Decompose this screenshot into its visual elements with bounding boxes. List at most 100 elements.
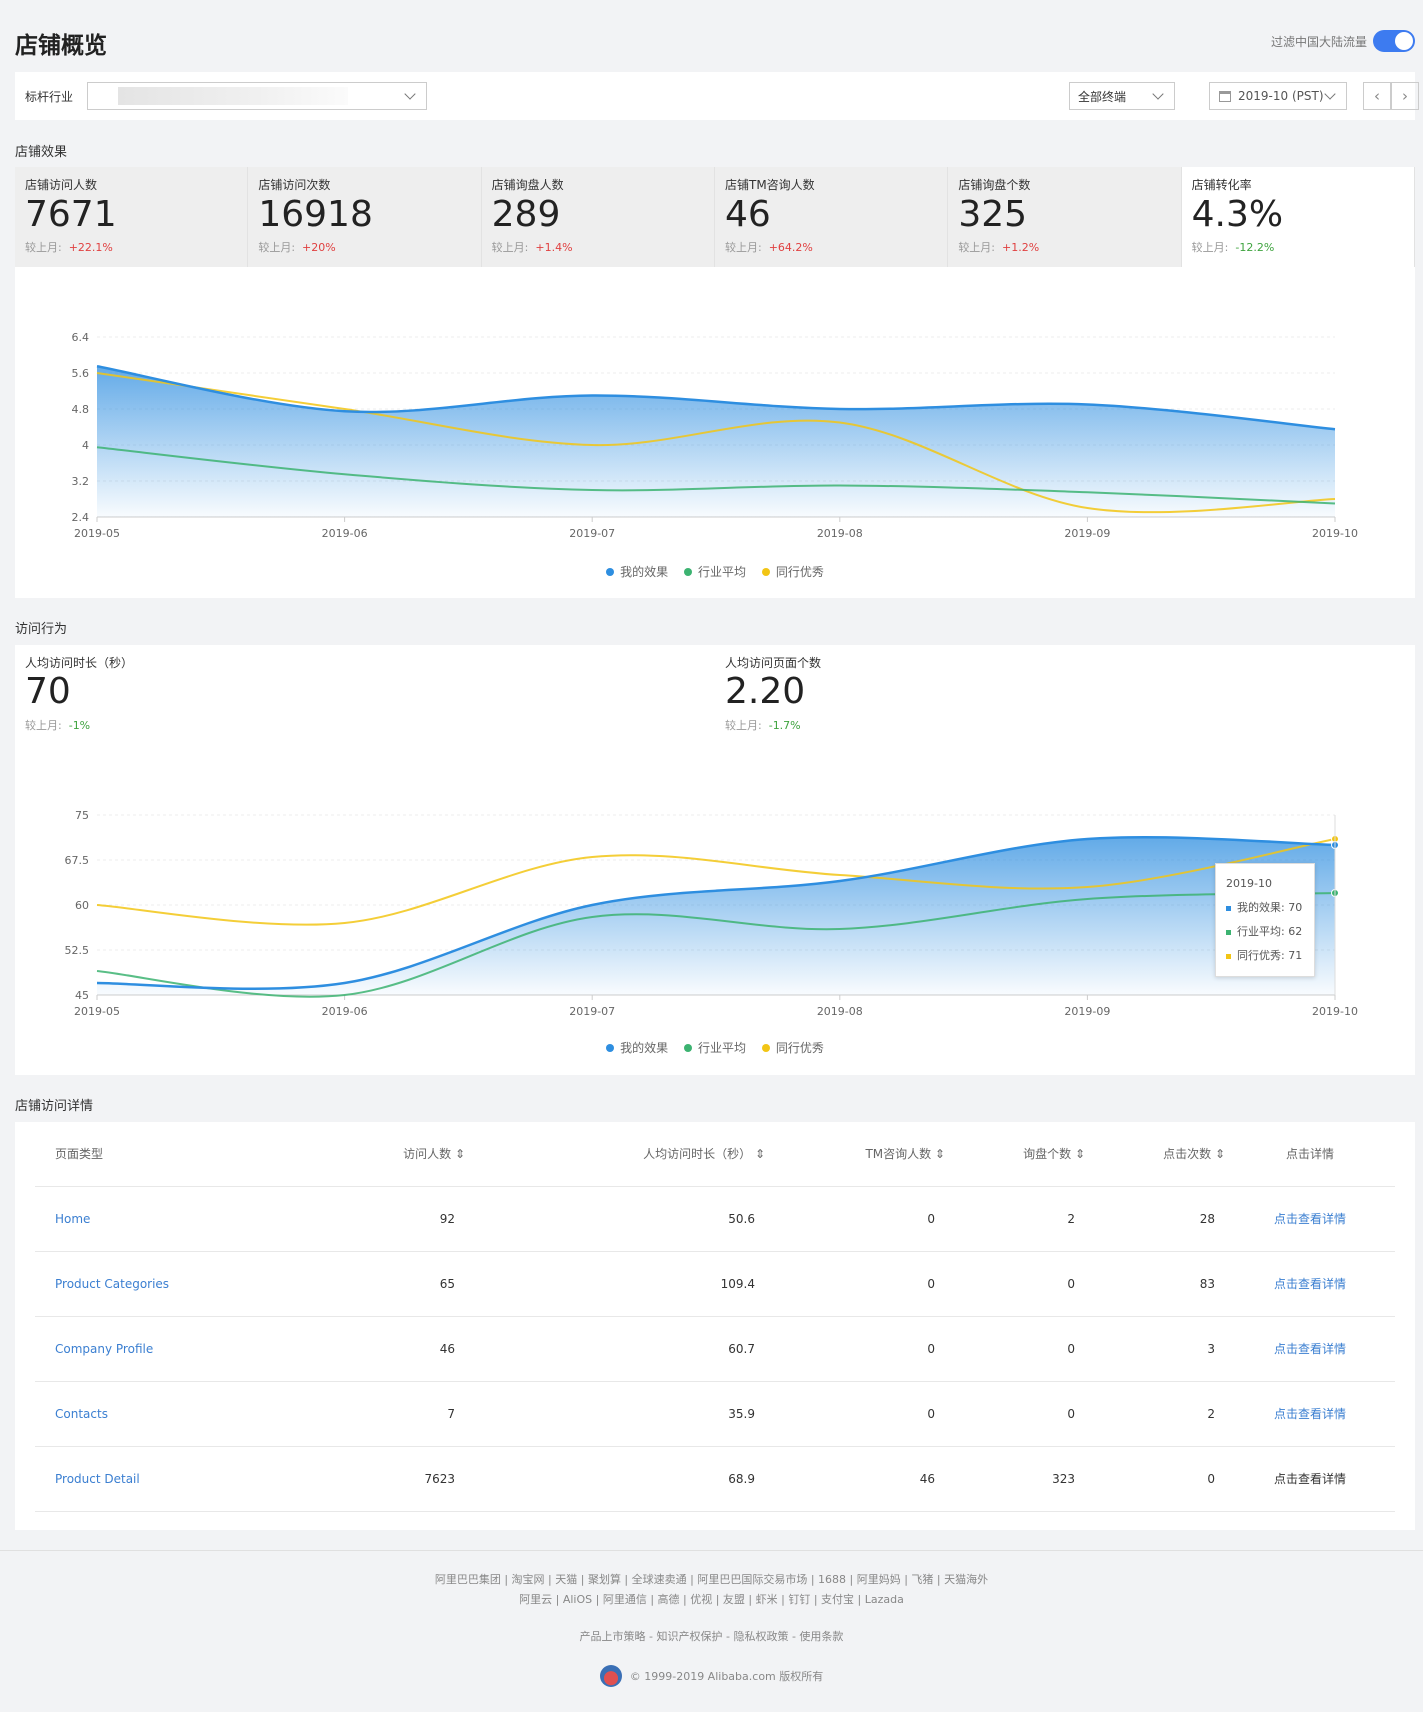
- view-detail-link[interactable]: 点击查看详情: [1225, 1316, 1395, 1382]
- y-tick-label: 3.2: [72, 475, 90, 488]
- series-line-mine: [96, 365, 1336, 431]
- blurred-value: [118, 87, 348, 105]
- y-tick-label: 45: [75, 989, 89, 1002]
- kpi-card[interactable]: 店铺TM咨询人数 46 较上月: +64.2%: [714, 167, 949, 267]
- legend-item-mine[interactable]: 我的效果: [606, 563, 668, 580]
- kpi-compare: 较上月: -1%: [25, 719, 91, 732]
- industry-label: 标杆行业: [25, 89, 74, 104]
- police-emblem-icon: [599, 1665, 622, 1687]
- view-detail-link[interactable]: 点击查看详情: [1225, 1381, 1395, 1447]
- kpi-compare: 较上月: -12.2%: [1191, 241, 1275, 254]
- cell-duration: 35.9: [465, 1381, 765, 1447]
- kpi-label: 人均访问时长（秒）: [25, 656, 134, 670]
- series-area-mine: [97, 837, 1335, 995]
- cell-clicks: 0: [1085, 1446, 1225, 1512]
- page-type-link[interactable]: Company Profile: [35, 1316, 355, 1382]
- series-line-peer: [96, 372, 1336, 514]
- x-tick-label: 2019-08: [817, 527, 863, 540]
- kpi-compare: 较上月: -1.7%: [725, 719, 801, 732]
- table-row: Product Categories 65 109.4 0 0 83 点击查看详…: [35, 1251, 1395, 1317]
- industry-select[interactable]: [87, 82, 427, 110]
- col-header-inquiries[interactable]: 询盘个数 ⇕: [945, 1122, 1085, 1187]
- cell-inquiries: 0: [945, 1316, 1085, 1382]
- footer-links-1[interactable]: 阿里巴巴集团 | 淘宝网 | 天猫 | 聚划算 | 全球速卖通 | 阿里巴巴国际…: [434, 1573, 989, 1586]
- calendar-icon: [1219, 91, 1231, 102]
- tooltip-industry: 行业平均: 62: [1226, 920, 1304, 944]
- footer-policy-links[interactable]: 产品上市策略 - 知识产权保护 - 隐私权政策 - 使用条款: [579, 1630, 844, 1643]
- page-type-link[interactable]: Contacts: [35, 1381, 355, 1447]
- col-header-avg-duration[interactable]: 人均访问时长（秒） ⇕: [465, 1122, 765, 1187]
- chevron-left-icon: ‹: [1374, 87, 1380, 105]
- legend-item-peer[interactable]: 同行优秀: [761, 1039, 824, 1056]
- kpi-value: 2.20: [725, 671, 806, 712]
- cell-duration: 68.9: [465, 1446, 765, 1512]
- chevron-down-icon: [404, 88, 416, 100]
- kpi-label: 店铺访问人数: [25, 178, 98, 192]
- cell-duration: 60.7: [465, 1316, 765, 1382]
- behavior-kpi-pages[interactable]: 人均访问页面个数 2.20 较上月: -1.7%: [725, 654, 821, 733]
- kpi-value: 16918: [258, 194, 373, 235]
- cell-visitors: 65: [355, 1251, 465, 1317]
- kpi-card[interactable]: 店铺访问人数 7671 较上月: +22.1%: [15, 167, 249, 267]
- date-picker[interactable]: 2019-10 (PST): [1209, 82, 1347, 110]
- filter-mainland-toggle[interactable]: [1373, 30, 1415, 52]
- y-tick-label: 5.6: [72, 367, 90, 380]
- filter-bar: 标杆行业 全部终端 2019-10 (PST) ‹ ›: [15, 72, 1419, 120]
- view-detail-link[interactable]: 点击查看详情: [1225, 1186, 1395, 1252]
- col-header-visitors[interactable]: 访问人数 ⇕: [355, 1122, 465, 1187]
- section-title-shop-effect: 店铺效果: [15, 145, 68, 160]
- cell-visitors: 7: [355, 1381, 465, 1447]
- y-tick-label: 75: [75, 809, 89, 822]
- x-tick-label: 2019-06: [322, 527, 368, 540]
- footer-links-2[interactable]: 阿里云 | AliOS | 阿里通信 | 高德 | 优视 | 友盟 | 虾米 |…: [519, 1593, 904, 1606]
- view-detail-link[interactable]: 点击查看详情: [1225, 1251, 1395, 1317]
- kpi-compare: 较上月: +22.1%: [25, 241, 113, 254]
- next-month-button[interactable]: ›: [1391, 82, 1419, 110]
- cell-tm: 0: [765, 1381, 945, 1447]
- chevron-right-icon: ›: [1402, 87, 1408, 105]
- x-tick-label: 2019-10: [1312, 527, 1358, 540]
- page-type-link[interactable]: Product Detail: [35, 1446, 355, 1512]
- x-tick-label: 2019-05: [74, 527, 120, 540]
- y-tick-label: 52.5: [65, 944, 90, 957]
- cell-inquiries: 323: [945, 1446, 1085, 1512]
- behavior-kpi-duration[interactable]: 人均访问时长（秒） 70 较上月: -1%: [25, 654, 133, 733]
- prev-month-button[interactable]: ‹: [1363, 82, 1391, 110]
- col-header-tm[interactable]: TM咨询人数 ⇕: [765, 1122, 945, 1187]
- chevron-down-icon: [1324, 88, 1336, 100]
- conversion-chart: 6.4 5.6 4.8 4 3.2 2.4 2019-05 2019-06 2019-07 201…: [72, 331, 1358, 540]
- series-line-industry: [96, 892, 1336, 998]
- kpi-label: 人均访问页面个数: [725, 656, 822, 670]
- legend-item-industry[interactable]: 行业平均: [683, 1039, 746, 1056]
- kpi-value: 7671: [25, 194, 117, 235]
- chart-legend: 我的效果 行业平均 同行优秀: [15, 563, 1415, 580]
- kpi-card-active[interactable]: 店铺转化率 4.3% 较上月: -12.2%: [1181, 167, 1415, 267]
- legend-item-peer[interactable]: 同行优秀: [761, 563, 824, 580]
- kpi-value: 70: [25, 671, 71, 712]
- kpi-card[interactable]: 店铺询盘个数 325 较上月: +1.2%: [948, 167, 1182, 267]
- page-type-link[interactable]: Home: [35, 1186, 355, 1252]
- series-line-mine: [96, 835, 1336, 991]
- cell-tm: 46: [765, 1446, 945, 1512]
- terminal-select[interactable]: 全部终端: [1069, 82, 1175, 110]
- page-type-link[interactable]: Product Categories: [35, 1251, 355, 1317]
- chart-card-conversion: 6.4 5.6 4.8 4 3.2 2.4 2019-05 2019-06 2019-07 201…: [15, 267, 1415, 598]
- kpi-row: 店铺访问人数 7671 较上月: +22.1% 店铺访问次数 16918 较上月: +2…: [15, 167, 1415, 267]
- behavior-chart: 75 67.5 60 52.5 45 2019-05 2019-06 2019-07 2019-…: [65, 809, 1358, 1018]
- kpi-compare: 较上月: +1.4%: [491, 241, 573, 254]
- kpi-value: 289: [491, 194, 561, 235]
- col-header-clicks[interactable]: 点击次数 ⇕: [1085, 1122, 1225, 1187]
- cell-clicks: 2: [1085, 1381, 1225, 1447]
- kpi-label: 店铺询盘人数: [491, 178, 564, 192]
- cell-tm: 0: [765, 1186, 945, 1252]
- legend-item-mine[interactable]: 我的效果: [606, 1039, 668, 1056]
- legend-item-industry[interactable]: 行业平均: [683, 563, 746, 580]
- date-value: 2019-10 (PST): [1238, 89, 1324, 103]
- x-tick-label: 2019-06: [322, 1005, 368, 1018]
- kpi-card[interactable]: 店铺访问次数 16918 较上月: +20%: [248, 167, 482, 267]
- y-tick-label: 4: [82, 439, 89, 452]
- details-table: 页面类型 访问人数 ⇕ 人均访问时长（秒） ⇕ TM咨询人数 ⇕ 询盘个数 ⇕ …: [35, 1122, 1395, 1512]
- x-tick-label: 2019-10: [1312, 1005, 1358, 1018]
- kpi-card[interactable]: 店铺询盘人数 289 较上月: +1.4%: [481, 167, 715, 267]
- section-title-visit-details: 店铺访问详情: [15, 1099, 94, 1114]
